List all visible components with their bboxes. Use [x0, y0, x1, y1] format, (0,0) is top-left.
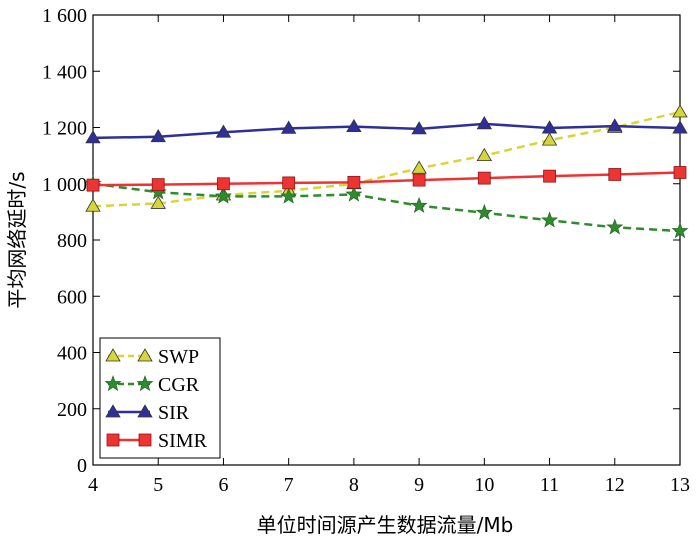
data-point-swp — [476, 147, 493, 162]
data-point-cgr — [671, 222, 689, 239]
data-point-simr — [282, 176, 296, 190]
legend-marker — [137, 348, 153, 362]
y-tick-label: 1 600 — [42, 5, 87, 27]
data-point-sir — [672, 120, 688, 134]
series-simr — [86, 166, 687, 192]
data-point-cgr — [541, 211, 558, 228]
legend-label: SIR — [158, 402, 190, 424]
y-tick-label: 1 200 — [42, 118, 87, 140]
data-point-simr — [608, 168, 622, 181]
x-tick-label: 7 — [284, 474, 294, 496]
x-tick-label: 5 — [153, 474, 163, 496]
y-tick-label: 1 400 — [42, 61, 87, 83]
data-point-simr — [543, 169, 556, 183]
legend-marker — [138, 433, 152, 447]
y-axis-ticks: 0 200 400 600 800 1 000 1 200 1 400 1 600 — [42, 5, 680, 477]
series-swp — [85, 104, 688, 212]
data-point-sir — [85, 130, 101, 144]
legend-marker — [136, 375, 154, 392]
data-point-swp — [672, 104, 688, 118]
x-tick-label: 10 — [474, 474, 494, 496]
y-tick-label: 600 — [57, 286, 87, 308]
series-sir — [85, 116, 688, 144]
data-point-sir — [346, 118, 362, 133]
legend-box — [99, 337, 221, 459]
x-tick-label: 4 — [88, 474, 98, 496]
y-tick-label: 800 — [57, 230, 87, 252]
data-point-sir — [150, 128, 166, 143]
data-point-sir — [215, 124, 232, 138]
data-point-swp — [541, 132, 558, 146]
data-point-sir — [280, 120, 297, 134]
data-point-simr — [412, 173, 426, 187]
data-point-sir — [476, 116, 493, 130]
data-point-simr — [347, 175, 361, 189]
x-tick-label: 12 — [605, 474, 625, 496]
y-tick-label: 200 — [57, 399, 87, 421]
legend-item-cgr: CGR — [104, 374, 200, 396]
x-axis-label: 单位时间源产生数据流量/Mb — [257, 513, 514, 537]
y-axis-label: 平均网络延时/s — [5, 171, 29, 308]
data-point-sir — [541, 120, 558, 134]
legend: SWP CGR SIR SIMR — [99, 337, 221, 459]
data-point-sir — [607, 118, 623, 132]
series-line-sir — [92, 122, 681, 140]
data-point-cgr — [410, 196, 428, 213]
y-tick-label: 1 000 — [42, 174, 87, 196]
legend-marker — [105, 348, 121, 362]
x-tick-label: 8 — [349, 474, 359, 496]
legend-item-sir: SIR — [105, 402, 190, 424]
data-point-simr — [151, 178, 165, 191]
series-layer — [84, 104, 689, 239]
data-point-swp — [150, 195, 166, 209]
x-tick-label: 11 — [540, 474, 559, 496]
legend-item-simr: SIMR — [106, 430, 208, 452]
series-line-cgr — [92, 182, 681, 233]
x-tick-label: 9 — [414, 474, 424, 496]
data-point-simr — [86, 178, 100, 192]
legend-label: SWP — [158, 346, 199, 368]
series-line-simr — [92, 171, 681, 187]
x-tick-label: 13 — [670, 474, 690, 496]
data-point-swp — [411, 160, 427, 174]
data-point-cgr — [345, 185, 363, 202]
legend-marker — [105, 404, 121, 418]
x-tick-label: 6 — [218, 474, 228, 496]
legend-label: SIMR — [158, 430, 208, 452]
legend-item-swp: SWP — [105, 346, 199, 368]
data-point-cgr — [475, 203, 493, 220]
data-point-cgr — [280, 187, 298, 204]
y-tick-label: 0 — [77, 455, 87, 477]
y-tick-label: 400 — [57, 343, 87, 365]
series-line-swp — [92, 110, 681, 208]
legend-marker — [106, 433, 120, 447]
data-point-cgr — [215, 187, 232, 204]
legend-marker — [137, 404, 153, 418]
data-point-simr — [217, 177, 230, 191]
data-point-cgr — [606, 218, 624, 235]
data-point-sir — [411, 121, 427, 135]
legend-marker — [104, 375, 122, 392]
data-point-simr — [477, 171, 491, 185]
legend-label: CGR — [158, 374, 200, 396]
data-point-swp — [85, 198, 101, 212]
data-point-simr — [673, 166, 687, 179]
x-axis-ticks: 4 5 6 7 8 9 10 11 12 13 — [88, 15, 690, 496]
